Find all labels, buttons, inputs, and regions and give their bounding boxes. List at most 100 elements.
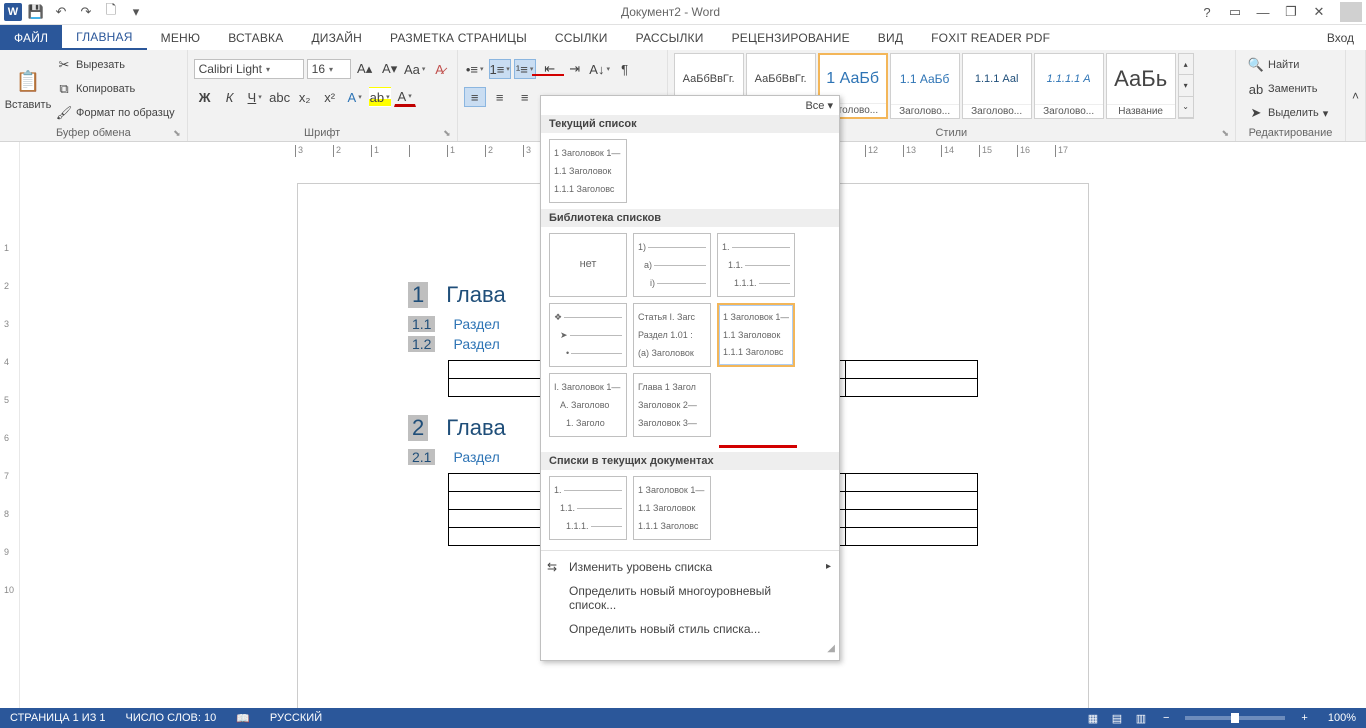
copy-icon: ⧉ — [56, 81, 72, 97]
show-marks-button[interactable]: ¶ — [614, 59, 636, 79]
launcher-icon[interactable]: ⬊ — [443, 128, 451, 139]
close-icon[interactable]: ✕ — [1306, 2, 1332, 22]
text-effects-button[interactable]: A — [344, 87, 366, 107]
define-new-style[interactable]: Определить новый стиль списка... — [541, 617, 839, 641]
tab-view[interactable]: ВИД — [864, 25, 917, 50]
font-size-combo[interactable]: 16▾ — [307, 59, 351, 79]
tab-mailings[interactable]: РАССЫЛКИ — [622, 25, 718, 50]
italic-button[interactable]: К — [219, 87, 241, 107]
zoom-slider[interactable] — [1185, 716, 1285, 720]
tab-review[interactable]: РЕЦЕНЗИРОВАНИЕ — [718, 25, 864, 50]
list-thumb[interactable]: 1. 1.1. 1.1.1. — [549, 476, 627, 540]
clipboard-label: Буфер обмена⬊ — [6, 125, 181, 139]
strike-button[interactable]: abc — [269, 87, 291, 107]
print-layout-icon[interactable]: ▤ — [1105, 708, 1129, 728]
underline-button[interactable]: Ч — [244, 87, 266, 107]
font-color-button[interactable]: A — [394, 87, 416, 107]
align-right-button[interactable]: ≡ — [514, 87, 536, 107]
align-center-button[interactable]: ≡ — [489, 87, 511, 107]
font-name-combo[interactable]: Calibri Light▾ — [194, 59, 304, 79]
web-layout-icon[interactable]: ▥ — [1129, 708, 1153, 728]
style-tile[interactable]: 1.1 АаБбЗаголово... — [890, 53, 960, 119]
cut-button[interactable]: ✂Вырезать — [52, 55, 179, 75]
paste-label: Вставить — [5, 99, 52, 111]
grow-font-button[interactable]: A▴ — [354, 59, 376, 79]
proofing-icon[interactable]: 📖 — [226, 712, 260, 725]
list-thumb[interactable]: 1. 1.1. 1.1.1. — [717, 233, 795, 297]
launcher-icon[interactable]: ⬊ — [1221, 128, 1229, 139]
bullets-button[interactable]: •≡ — [464, 59, 486, 79]
zoom-in[interactable]: + — [1291, 712, 1317, 724]
word-count[interactable]: ЧИСЛО СЛОВ: 10 — [116, 712, 227, 724]
clear-formatting-button[interactable]: A̷ — [429, 59, 451, 79]
section-current-docs: Списки в текущих документах — [541, 452, 839, 470]
list-thumb[interactable]: 1 Заголовок 1— 1.1 Заголовок 1.1.1 Загол… — [633, 476, 711, 540]
numbering-button[interactable]: 1≡ — [489, 59, 511, 79]
format-painter-button[interactable]: 🖌Формат по образцу — [52, 103, 179, 123]
align-left-button[interactable]: ≡ — [464, 87, 486, 107]
qat-new[interactable]: 🗋 — [100, 1, 122, 23]
minimize-icon[interactable]: — — [1250, 2, 1276, 22]
change-list-level[interactable]: ⇆Изменить уровень списка▸ — [541, 555, 839, 579]
tab-file[interactable]: ФАЙЛ — [0, 25, 62, 50]
list-thumb[interactable]: Глава 1 Загол Заголовок 2— Заголовок 3— — [633, 373, 711, 437]
highlight-button[interactable]: ab — [369, 87, 391, 107]
define-new-multilevel[interactable]: Определить новый многоуровневый список..… — [541, 579, 839, 617]
style-scroll[interactable]: ▴▾⌄ — [1178, 53, 1194, 119]
tab-design[interactable]: ДИЗАЙН — [297, 25, 376, 50]
change-case-button[interactable]: Aa — [404, 59, 426, 79]
language-status[interactable]: РУССКИЙ — [260, 712, 332, 724]
tab-foxit[interactable]: Foxit Reader PDF — [917, 25, 1064, 50]
collapse-ribbon[interactable]: ˄ — [1346, 50, 1366, 141]
tab-home[interactable]: ГЛАВНАЯ — [62, 25, 146, 50]
dropdown-filter[interactable]: Все ▾ — [541, 96, 839, 115]
decrease-indent-button[interactable]: ⇤ — [539, 59, 561, 79]
increase-indent-button[interactable]: ⇥ — [564, 59, 586, 79]
zoom-level[interactable]: 100% — [1318, 712, 1366, 724]
list-thumb-selected[interactable]: 1 Заголовок 1— 1.1 Заголовок 1.1.1 Загол… — [717, 303, 795, 367]
quick-access-toolbar: W 💾 ↶ ↷ 🗋 ▾ — [0, 1, 147, 23]
style-tile[interactable]: 1.1.1 АаlЗаголово... — [962, 53, 1032, 119]
tab-menu[interactable]: Меню — [147, 25, 215, 50]
superscript-button[interactable]: x² — [319, 87, 341, 107]
shrink-font-button[interactable]: A▾ — [379, 59, 401, 79]
qat-redo[interactable]: ↷ — [75, 1, 97, 23]
select-button[interactable]: ➤Выделить ▾ — [1244, 103, 1332, 123]
list-thumb[interactable]: ❖ ➤ • — [549, 303, 627, 367]
tab-layout[interactable]: РАЗМЕТКА СТРАНИЦЫ — [376, 25, 541, 50]
qat-undo[interactable]: ↶ — [50, 1, 72, 23]
find-button[interactable]: 🔍Найти — [1244, 55, 1332, 75]
tab-references[interactable]: ССЫЛКИ — [541, 25, 622, 50]
paste-button[interactable]: 📋 Вставить — [6, 53, 50, 125]
qat-save[interactable]: 💾 — [25, 1, 47, 23]
style-tile[interactable]: 1.1.1.1 АЗаголово... — [1034, 53, 1104, 119]
help-icon[interactable]: ? — [1194, 2, 1220, 22]
list-thumb-none[interactable]: нет — [549, 233, 627, 297]
indent-icon: ⇆ — [547, 560, 557, 574]
title-bar: W 💾 ↶ ↷ 🗋 ▾ Документ2 - Word ? ▭ — ❐ ✕ — [0, 0, 1366, 25]
vertical-ruler[interactable]: 12345678910 — [0, 142, 20, 708]
zoom-out[interactable]: − — [1153, 712, 1179, 724]
page-status[interactable]: СТРАНИЦА 1 ИЗ 1 — [0, 712, 116, 724]
style-tile[interactable]: АаБьНазвание — [1106, 53, 1176, 119]
replace-button[interactable]: abЗаменить — [1244, 79, 1332, 99]
bold-button[interactable]: Ж — [194, 87, 216, 107]
multilevel-list-button[interactable]: ¹≡ — [514, 59, 536, 79]
copy-button[interactable]: ⧉Копировать — [52, 79, 179, 99]
sort-button[interactable]: A↓ — [589, 59, 611, 79]
list-thumb-current[interactable]: 1 Заголовок 1— 1.1 Заголовок 1.1.1 Загол… — [549, 139, 627, 203]
list-thumb[interactable]: 1) a) i) — [633, 233, 711, 297]
tab-insert[interactable]: ВСТАВКА — [214, 25, 297, 50]
read-mode-icon[interactable]: ▦ — [1081, 708, 1105, 728]
list-thumb[interactable]: I. Заголовок 1— A. Заголово 1. Заголо — [549, 373, 627, 437]
user-avatar[interactable] — [1340, 2, 1362, 22]
cursor-icon: ➤ — [1248, 105, 1264, 121]
launcher-icon[interactable]: ⬊ — [173, 128, 181, 139]
maximize-icon[interactable]: ❐ — [1278, 2, 1304, 22]
signin-link[interactable]: Вход — [1315, 25, 1366, 50]
resize-grip[interactable]: ◢ — [541, 641, 839, 656]
list-thumb[interactable]: Статья I. Загс Раздел 1.01 : (a) Заголов… — [633, 303, 711, 367]
qat-more[interactable]: ▾ — [125, 1, 147, 23]
subscript-button[interactable]: x₂ — [294, 87, 316, 107]
ribbon-options-icon[interactable]: ▭ — [1222, 2, 1248, 22]
